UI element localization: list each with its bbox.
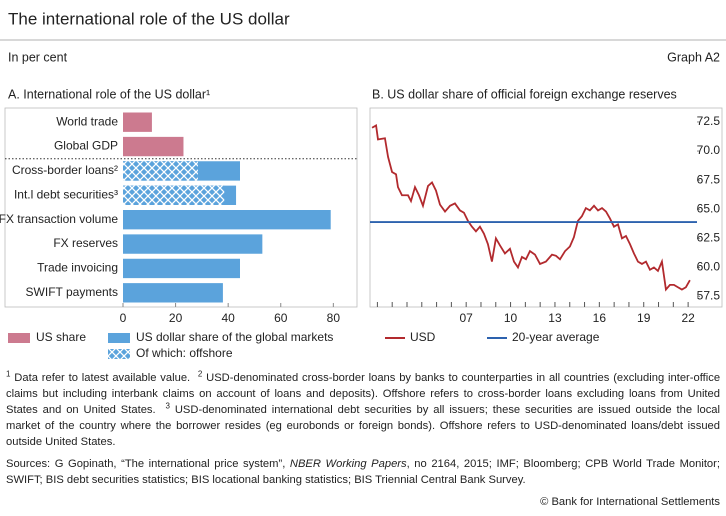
x-tick-label: 80 [327,311,341,325]
subtitle: In per cent [8,50,68,64]
y-tick-label: 67.5 [697,172,721,186]
sources-text: Sources: G Gopinath, “The international … [6,458,290,470]
legend-swatch [108,333,130,343]
bar [123,161,198,181]
y-tick-label: Trade invoicing [37,261,118,275]
legend-label: Of which: offshore [136,346,233,360]
sources-text: , no 2164, 2015; IMF; Bloomberg; CPB Wor… [6,458,720,486]
x-tick-label: 07 [459,311,473,325]
legend-label: USD [410,330,436,344]
y-tick-label: FX reserves [53,236,118,250]
footnote-mark: 2 [197,369,203,379]
x-tick-label: 10 [504,311,518,325]
legend-label: US share [36,330,86,344]
copyright: © Bank for International Settlements [540,496,720,508]
bar [123,258,240,279]
bar [123,234,263,254]
bar [123,185,225,205]
legend-swatch [108,349,130,359]
footnote: Data refer to latest available value. [14,372,191,384]
x-tick-label: 22 [681,311,695,325]
y-tick-label: World trade [56,114,118,128]
line-series [371,124,691,292]
y-tick-label: 57.5 [697,289,721,303]
x-tick-label: 19 [637,311,651,325]
x-tick-label: 0 [120,311,127,325]
footnote: USD-denominated international debt secur… [6,404,721,448]
page-title: The international role of the US dollar [8,9,290,28]
graph-id: Graph A2 [667,50,720,64]
panel-frame [369,107,723,308]
panel-title: B. US dollar share of official foreign e… [372,87,677,101]
y-tick-label: Int.l debt securities³ [14,187,118,201]
x-tick-label: 20 [169,311,183,325]
x-tick-label: 16 [593,311,607,325]
bar [123,283,223,303]
x-tick-label: 13 [548,311,562,325]
y-tick-label: 65.0 [697,201,721,215]
legend-label: US dollar share of the global markets [136,330,333,344]
y-tick-label: FX transaction volume [0,212,118,226]
y-tick-label: 60.0 [697,260,721,274]
bar [123,210,331,230]
y-tick-label: SWIFT payments [26,285,118,299]
bar [123,136,184,157]
y-tick-label: 72.5 [697,114,721,128]
y-tick-label: 62.5 [697,231,721,245]
footnotes: 1 Data refer to latest available value. … [6,370,720,450]
bar [123,112,152,132]
legend-swatch [8,333,30,343]
panel-title: A. International role of the US dollar¹ [8,87,210,101]
footnote-mark: 1 [6,369,11,379]
legend-label: 20-year average [512,330,600,344]
footnote: USD-denominated cross-border loans by ba… [6,372,721,416]
y-tick-label: Cross-border loans² [12,163,118,177]
panel-frame [4,107,358,308]
x-tick-label: 40 [221,311,235,325]
sources: Sources: G Gopinath, “The international … [6,456,720,488]
y-tick-label: 70.0 [697,143,721,157]
x-tick-label: 60 [274,311,288,325]
y-tick-label: Global GDP [54,139,118,153]
sources-italic: NBER Working Papers [289,458,407,470]
footnote-mark: 3 [165,401,170,411]
